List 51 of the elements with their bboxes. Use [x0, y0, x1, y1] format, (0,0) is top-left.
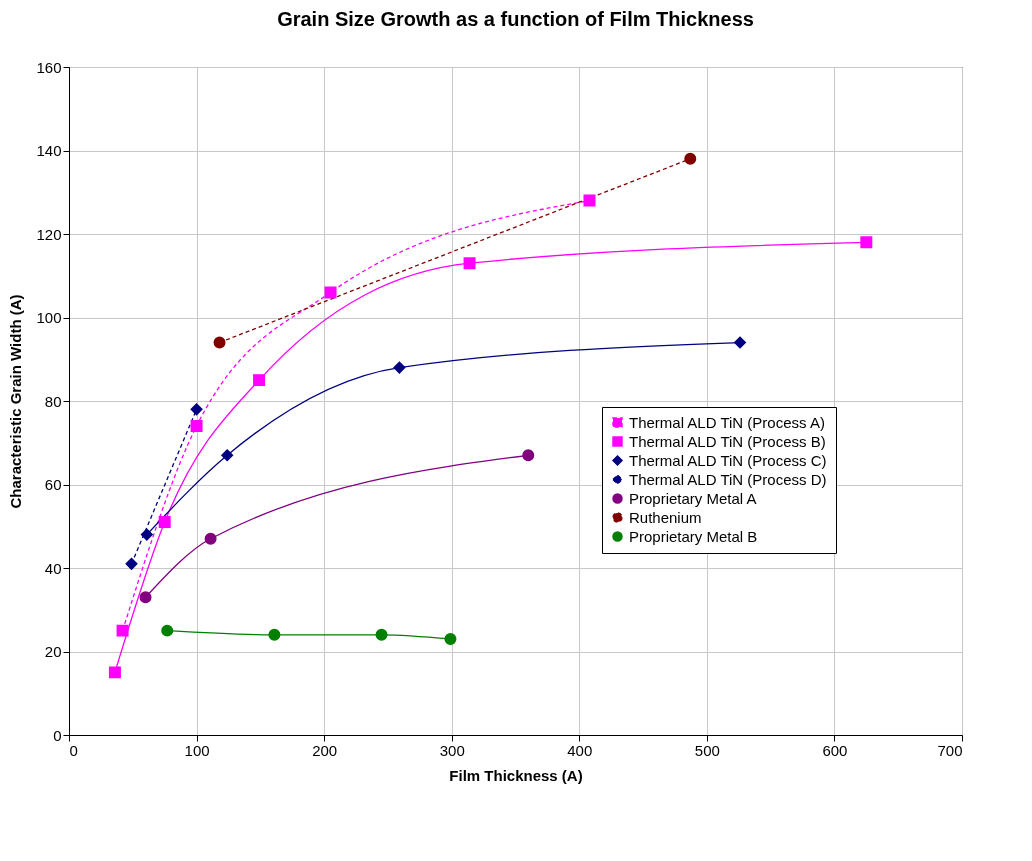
y-tick-label: 20 — [44, 643, 62, 660]
point — [139, 591, 152, 604]
point — [463, 257, 476, 270]
legend-label: Thermal ALD TiN (Process B) — [629, 432, 826, 450]
chart-title: Grain Size Growth as a function of Film Thickness — [277, 8, 754, 30]
x-tick-label: 700 — [937, 741, 963, 759]
y-tick-label: 80 — [44, 392, 62, 410]
point — [108, 666, 121, 679]
point — [522, 449, 535, 462]
x-tick-label: 300 — [439, 741, 465, 759]
point — [190, 420, 203, 433]
x-tick-label: 600 — [822, 741, 848, 759]
point — [253, 374, 266, 387]
y-axis-title: Characteristic Grain Width (A) — [7, 294, 25, 509]
legend-label: Proprietary Metal B — [629, 527, 758, 545]
x-axis-title: Film Thickness (A) — [449, 766, 583, 784]
point — [140, 528, 153, 541]
point — [375, 628, 388, 641]
x-tick-label: 0 — [69, 741, 78, 759]
point — [190, 403, 203, 416]
y-tick-label: 120 — [36, 225, 62, 243]
x-tick-label: 400 — [567, 741, 593, 759]
point — [734, 336, 747, 349]
point — [221, 449, 234, 462]
legend-label: Ruthenium — [629, 508, 702, 526]
x-tick-label: 200 — [312, 741, 338, 759]
legend-label: Thermal ALD TiN (Process C) — [629, 451, 827, 469]
legend-label: Proprietary Metal A — [629, 489, 757, 507]
point — [116, 624, 129, 637]
y-tick-label: 140 — [36, 142, 62, 159]
y-tick-label: 40 — [44, 559, 62, 577]
point — [684, 152, 697, 165]
y-tick-label: 60 — [44, 476, 62, 493]
point — [204, 532, 217, 545]
point — [860, 236, 873, 249]
legend-label: Thermal ALD TiN (Process A) — [629, 413, 825, 431]
y-tick-label: 100 — [36, 309, 62, 326]
x-tick-label: 100 — [184, 741, 210, 759]
point — [444, 632, 457, 645]
legend-label: Thermal ALD TiN (Process D) — [629, 470, 827, 488]
point — [158, 516, 171, 529]
point — [268, 628, 281, 641]
point — [393, 361, 406, 374]
y-tick-label: 160 — [36, 58, 62, 76]
point — [161, 624, 174, 637]
x-tick-label: 500 — [694, 741, 720, 759]
point — [125, 557, 138, 570]
point — [583, 194, 596, 207]
point — [213, 336, 226, 349]
y-tick-label: 0 — [53, 726, 62, 744]
point — [324, 286, 337, 299]
